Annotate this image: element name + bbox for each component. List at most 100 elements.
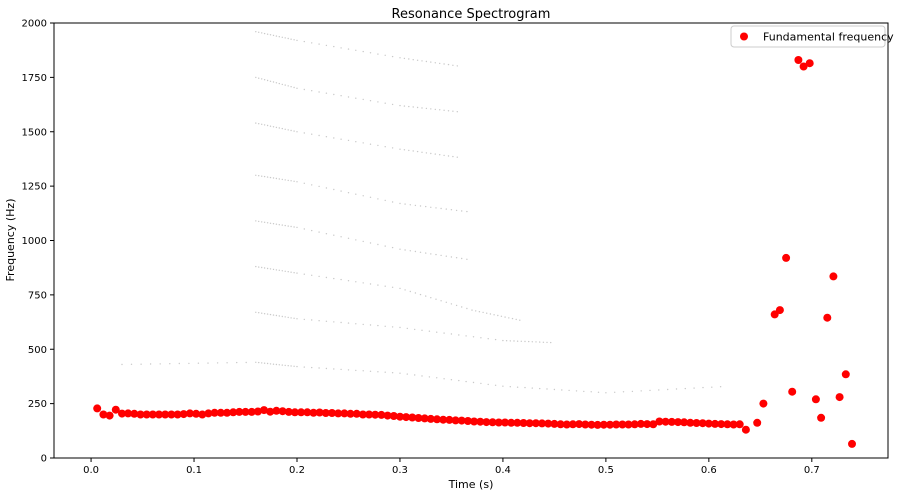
- harmonic-dot: [684, 387, 686, 390]
- harmonic-dot: [513, 340, 515, 342]
- harmonic-dot: [325, 233, 328, 235]
- harmonic-dot: [377, 243, 379, 246]
- harmonic-dot: [236, 361, 238, 364]
- harmonic-dot: [278, 127, 280, 129]
- harmonic-dot: [287, 316, 289, 319]
- harmonic-dot: [482, 311, 484, 314]
- harmonic-dot: [281, 127, 283, 130]
- data-point: [235, 407, 244, 416]
- harmonic-dot: [505, 340, 508, 342]
- data-point: [408, 413, 417, 422]
- harmonic-dot: [340, 138, 342, 140]
- harmonic-dot: [278, 364, 280, 366]
- data-point: [531, 419, 540, 428]
- chart-title: Resonance Spectrogram: [392, 7, 551, 22]
- data-point: [241, 407, 250, 416]
- data-point: [550, 419, 559, 428]
- y-tick-label: 0: [41, 454, 47, 465]
- data-point: [788, 387, 797, 396]
- harmonic-dot: [416, 106, 419, 109]
- harmonic-dot: [369, 242, 372, 244]
- data-point: [266, 407, 275, 416]
- harmonic-dot: [553, 388, 556, 391]
- harmonic-dot: [266, 79, 269, 82]
- harmonic-dot: [284, 128, 286, 130]
- harmonic-dot: [461, 210, 463, 212]
- harmonic-dot: [355, 97, 357, 99]
- data-point: [223, 408, 231, 417]
- data-point: [148, 410, 157, 419]
- harmonic-dot: [542, 341, 545, 343]
- harmonic-dot: [693, 387, 695, 389]
- data-point: [470, 417, 479, 426]
- data-point: [173, 410, 182, 419]
- harmonic-dot: [509, 340, 511, 342]
- harmonic-dot: [399, 248, 401, 250]
- harmonic-dot: [284, 37, 286, 39]
- harmonic-dot: [266, 33, 269, 35]
- harmonic-dot: [303, 318, 305, 321]
- harmonic-dot: [266, 222, 269, 224]
- harmonic-dot: [226, 362, 228, 364]
- x-axis-label: Time (s): [448, 478, 494, 491]
- harmonic-dot: [391, 103, 394, 106]
- harmonic-dot: [509, 386, 511, 388]
- y-tick-label: 500: [28, 345, 47, 356]
- harmonic-dot: [450, 256, 453, 258]
- harmonic-dot: [255, 122, 257, 124]
- harmonic-dot: [333, 321, 335, 323]
- harmonic-dot: [384, 54, 386, 56]
- data-point: [581, 420, 590, 429]
- harmonic-dot: [384, 325, 386, 327]
- harmonic-dot: [539, 341, 541, 343]
- harmonic-dot: [471, 309, 473, 311]
- harmonic-dot: [290, 129, 292, 132]
- harmonic-dot: [719, 386, 722, 388]
- harmonic-dot: [504, 316, 506, 318]
- data-point: [383, 411, 392, 420]
- harmonic-dot: [318, 43, 320, 45]
- harmonic-dot: [261, 123, 263, 126]
- harmonic-dot: [535, 341, 537, 343]
- harmonic-dot: [272, 314, 275, 316]
- x-tick-label: 0.1: [186, 465, 202, 476]
- harmonic-dot: [258, 31, 260, 33]
- harmonic-dot: [296, 318, 298, 320]
- data-point: [352, 409, 361, 418]
- harmonic-dot: [284, 270, 286, 272]
- harmonic-dot: [255, 31, 257, 33]
- harmonic-dot: [263, 79, 266, 81]
- harmonic-dot: [296, 272, 298, 274]
- harmonic-dot: [404, 249, 406, 251]
- harmonic-dot: [472, 381, 475, 384]
- harmonic-dot: [284, 84, 286, 86]
- harmonic-dot: [355, 49, 357, 51]
- harmonic-dot: [263, 313, 266, 315]
- harmonic-dot: [531, 387, 533, 389]
- harmonic-dot: [255, 76, 257, 79]
- harmonic-dot: [516, 340, 519, 342]
- harmonic-dot: [452, 155, 454, 158]
- harmonic-dot: [275, 363, 278, 366]
- data-point: [538, 419, 546, 428]
- y-tick-label: 250: [28, 399, 47, 410]
- y-tick-label: 1500: [22, 127, 47, 138]
- harmonic-dot: [377, 198, 379, 200]
- harmonic-dot: [391, 201, 394, 203]
- harmonic-dot: [261, 32, 263, 34]
- harmonic-dot: [130, 363, 133, 365]
- harmonic-dot: [649, 389, 651, 392]
- harmonic-dot: [340, 321, 342, 324]
- data-point: [692, 419, 701, 427]
- harmonic-dot: [269, 313, 272, 316]
- data-point: [457, 416, 466, 425]
- harmonic-dot: [284, 179, 286, 181]
- data-point: [723, 420, 732, 429]
- harmonic-dot: [255, 361, 257, 363]
- harmonic-dot: [516, 386, 519, 388]
- legend-marker: [740, 32, 748, 41]
- harmonic-dot: [430, 152, 432, 155]
- harmonic-dot: [414, 204, 417, 207]
- harmonic-dot: [399, 104, 401, 107]
- data-point: [735, 420, 744, 429]
